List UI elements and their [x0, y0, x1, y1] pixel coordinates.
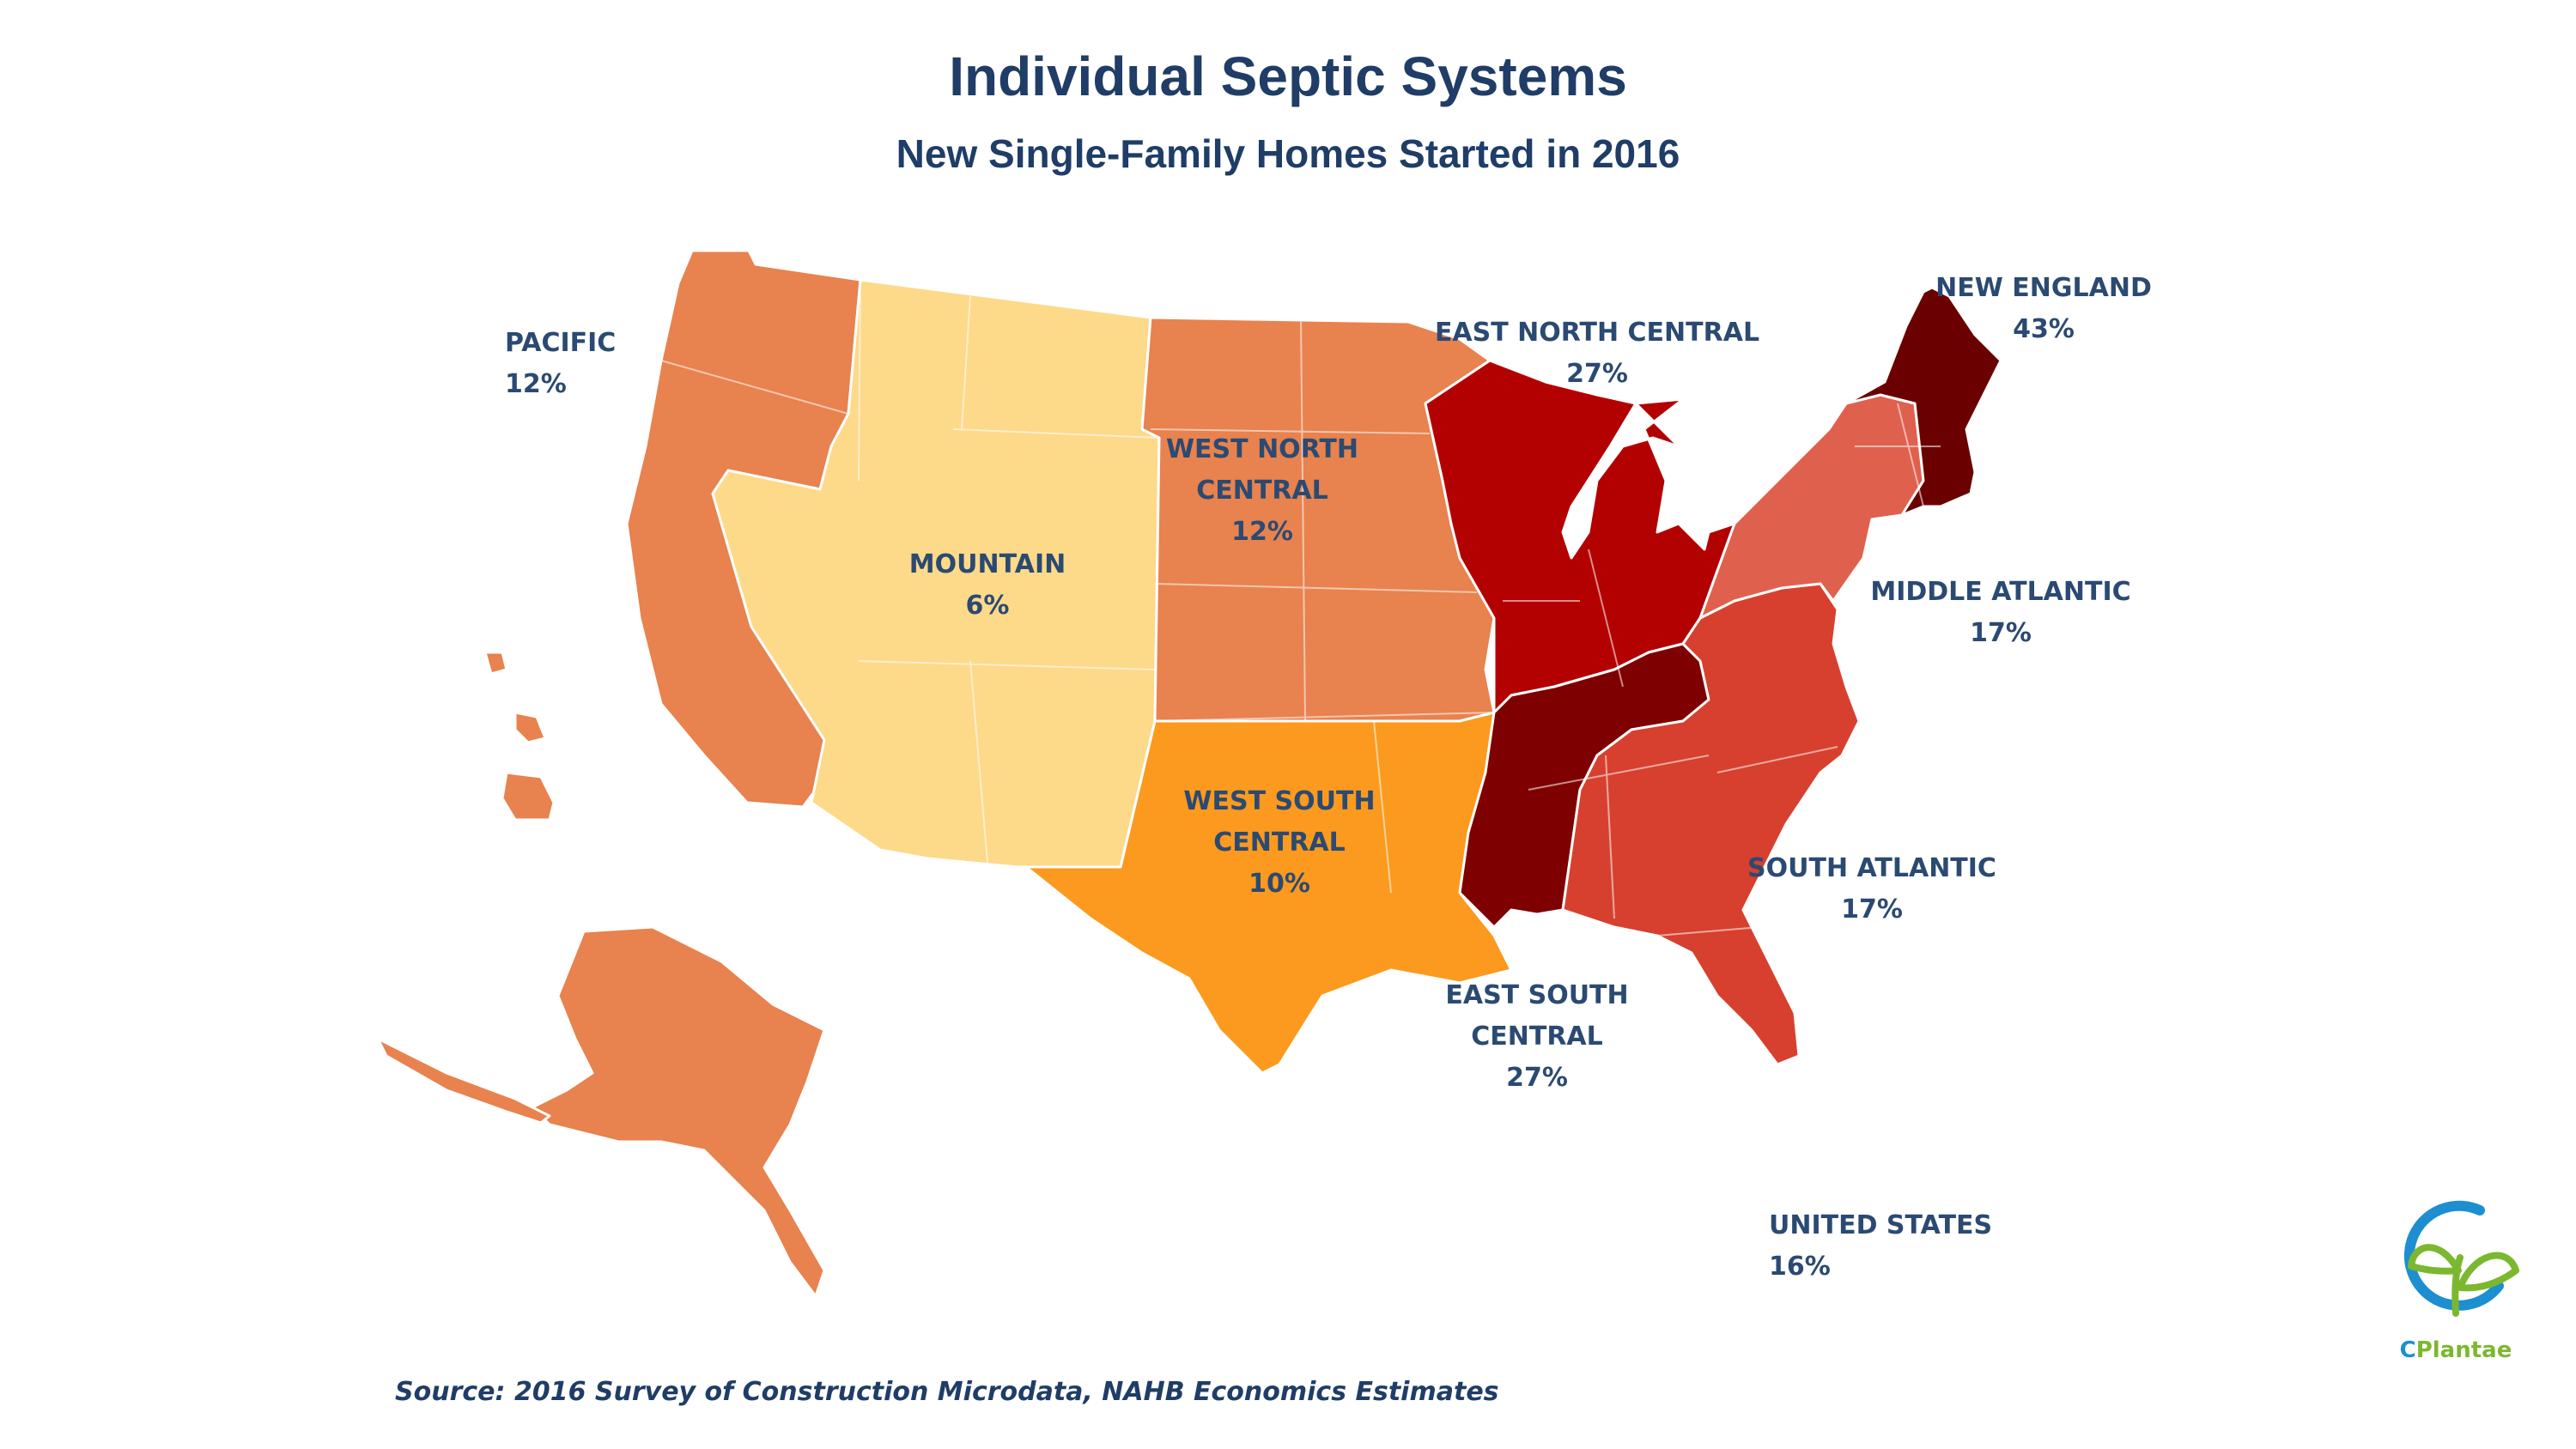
label-south-atlantic: SOUTH ATLANTIC 17%: [1735, 848, 2009, 931]
label-mountain: MOUNTAIN 6%: [902, 544, 1073, 627]
region-name: WEST NORTH: [1165, 434, 1359, 464]
region-hawaii-oahu: [483, 651, 508, 676]
region-name: MOUNTAIN: [908, 549, 1066, 579]
total-value: 16%: [1769, 1252, 1831, 1282]
region-hawaii-big-island: [501, 771, 556, 822]
region-alaska: [531, 925, 826, 1298]
logo-text: CPlantae: [2379, 1337, 2533, 1363]
region-value: 43%: [2013, 314, 2075, 344]
region-value: 27%: [1566, 359, 1628, 389]
region-value: 6%: [965, 591, 1010, 621]
region-name: MIDDLE ATLANTIC: [1870, 577, 2131, 607]
page-subtitle: New Single-Family Homes Started in 2016: [896, 131, 1680, 176]
region-value: 10%: [1249, 869, 1310, 899]
logo-name: Plantae: [2415, 1337, 2512, 1363]
page-title: Individual Septic Systems: [949, 45, 1627, 107]
region-south-atlantic: [1561, 582, 1861, 1066]
label-west-north-central: WEST NORTH CENTRAL 12%: [1151, 429, 1374, 553]
region-name: WEST SOUTH: [1183, 786, 1376, 816]
region-name: SOUTH ATLANTIC: [1747, 853, 1996, 883]
label-new-england: NEW ENGLAND 43%: [1923, 268, 2164, 350]
label-east-north-central: EAST NORTH CENTRAL 27%: [1425, 312, 1769, 395]
region-name: PACIFIC: [505, 328, 617, 358]
region-name: CENTRAL: [1196, 476, 1328, 506]
total-name: UNITED STATES: [1769, 1210, 1993, 1240]
region-name: CENTRAL: [1471, 1022, 1603, 1052]
label-pacific: PACIFIC 12%: [505, 323, 616, 405]
cplantae-logo-icon: [2403, 1200, 2519, 1317]
region-name: CENTRAL: [1213, 828, 1346, 858]
region-value: 12%: [505, 369, 567, 399]
label-middle-atlantic: MIDDLE ATLANTIC 17%: [1863, 572, 2138, 654]
region-new-england: [1844, 286, 2002, 517]
source-note: Source: 2016 Survey of Construction Micr…: [395, 1377, 1499, 1407]
region-middle-atlantic: [1698, 393, 1925, 620]
label-west-south-central: WEST SOUTH CENTRAL 10%: [1168, 781, 1391, 905]
region-hawaii-maui: [513, 711, 547, 744]
label-east-south-central: EAST SOUTH CENTRAL 27%: [1425, 975, 1649, 1099]
region-value: 12%: [1231, 517, 1293, 547]
region-value: 17%: [1841, 894, 1903, 925]
logo-prefix: C: [2399, 1337, 2416, 1363]
region-name: EAST NORTH CENTRAL: [1434, 318, 1760, 348]
region-value: 17%: [1970, 618, 2032, 648]
region-aleutians: [376, 1037, 551, 1125]
region-value: 27%: [1506, 1063, 1568, 1093]
label-united-states: UNITED STATES 16%: [1769, 1205, 1992, 1288]
region-name: EAST SOUTH: [1445, 980, 1629, 1010]
region-name: NEW ENGLAND: [1935, 273, 2152, 303]
